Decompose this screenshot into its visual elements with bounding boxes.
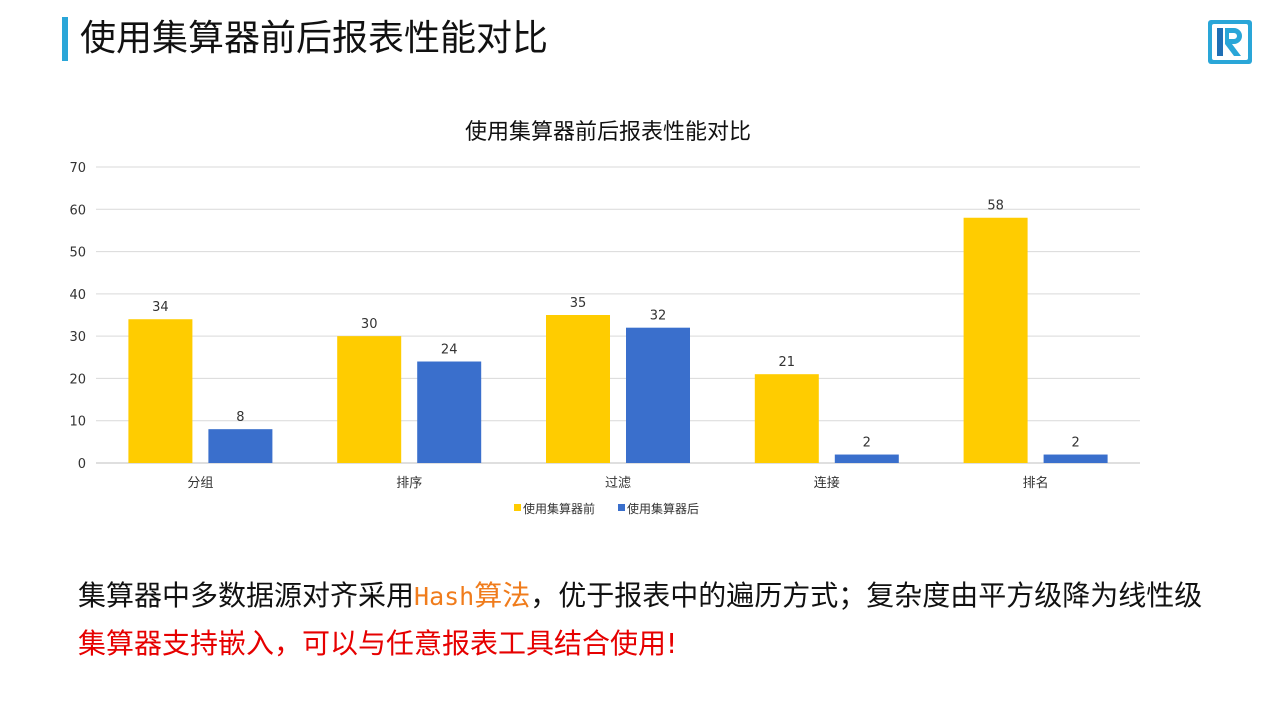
data-label: 30 (361, 317, 378, 332)
x-tick-label: 排名 (1023, 475, 1049, 491)
bar-after (834, 454, 899, 463)
footer-line-1: 集算器中多数据源对齐采用Hash算法，优于报表中的遍历方式；复杂度由平方级降为线… (78, 574, 1202, 614)
x-tick-label: 排序 (396, 476, 422, 491)
bar-before (963, 217, 1028, 463)
y-tick-label: 10 (69, 415, 86, 430)
data-label: 2 (863, 436, 871, 451)
bar-before (128, 319, 193, 463)
bar-after (626, 327, 690, 463)
legend-label: 使用集算器后 (627, 501, 699, 516)
footer-line-2: 集算器支持嵌入，可以与任意报表工具结合使用! (78, 627, 678, 660)
bar-chart: 使用集算器前后报表性能对比 0 10 20 30 40 50 60 70 34 8 分组 30 24 排… (69, 120, 1140, 516)
data-label: 32 (650, 309, 667, 324)
slide-title: 使用集算器前后报表性能对比 (80, 18, 549, 59)
data-label: 35 (570, 296, 587, 311)
y-tick-label: 20 (69, 372, 86, 387)
y-tick-label: 50 (69, 246, 86, 261)
x-tick-label: 过滤 (605, 476, 631, 491)
legend-swatch (618, 504, 625, 511)
bar-chart-svg: 使用集算器前后报表性能对比 0 10 20 30 40 50 60 70 34 8 分组 30 24 排… (69, 120, 1140, 516)
y-tick-label: 40 (69, 288, 86, 303)
bar-after (1043, 454, 1108, 463)
data-label: 58 (987, 199, 1004, 214)
bar-before (754, 374, 819, 463)
footer-algorithm-word: 算法 (474, 579, 531, 612)
footer-line-1-text-b: ，优于报表中的遍历方式；复杂度由平方级降为线性级 (530, 579, 1203, 612)
y-tick-label: 30 (69, 330, 86, 345)
footer-line-1-text-a: 集算器中多数据源对齐采用 (78, 579, 415, 612)
bar-before (546, 315, 610, 463)
y-tick-label: 60 (69, 203, 86, 218)
chart-title: 使用集算器前后报表性能对比 (465, 120, 751, 145)
bar-before (337, 336, 402, 463)
data-label: 2 (1071, 436, 1079, 451)
footer-hash-keyword: Hash (414, 582, 475, 611)
title-accent-bar (62, 17, 68, 61)
r-logo-icon (1208, 20, 1252, 64)
x-tick-label: 连接 (814, 475, 840, 491)
data-label: 24 (441, 343, 458, 358)
legend-label: 使用集算器前 (523, 501, 595, 516)
bar-after (208, 429, 273, 463)
data-label: 21 (779, 355, 796, 370)
y-tick-label: 70 (69, 161, 86, 176)
y-tick-label: 0 (78, 457, 86, 472)
bar-after (417, 361, 482, 463)
legend-swatch (514, 504, 521, 511)
data-label: 34 (152, 300, 169, 315)
data-label: 8 (236, 410, 244, 425)
x-tick-label: 分组 (187, 476, 213, 491)
